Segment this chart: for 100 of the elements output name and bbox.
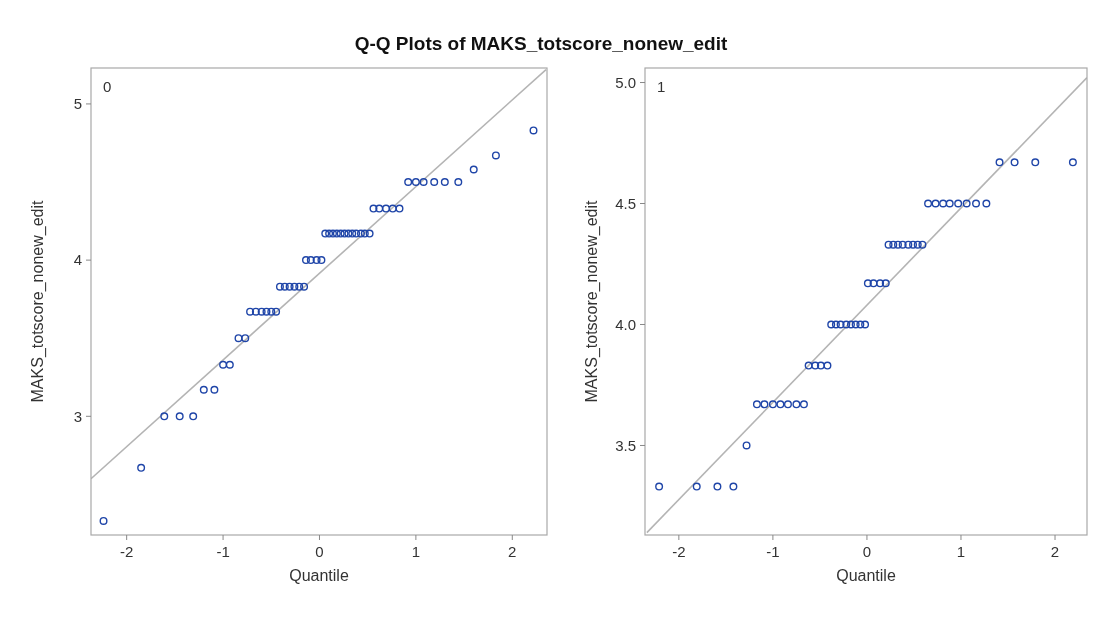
point [348,229,357,238]
point [913,240,922,249]
point [918,240,927,249]
point [846,320,855,329]
y-axis-title: MAKS_totscore_nonew_edit [29,200,47,403]
point [760,400,769,409]
point [881,279,890,288]
point [262,307,271,316]
point [842,320,851,329]
point [246,307,255,316]
point [325,229,334,238]
y-tick-label: 3 [73,407,82,425]
point [995,158,1004,167]
point [713,482,722,491]
point [491,151,500,160]
point [454,178,463,187]
chart-title: Q-Q Plots of MAKS_totscore_nonew_edit [354,33,728,54]
point [836,320,845,329]
point [321,229,330,238]
point [1010,158,1019,167]
point [369,204,378,213]
point [290,282,299,291]
point [962,199,971,208]
point [340,229,349,238]
point [306,256,315,265]
point [365,229,374,238]
point [1031,158,1040,167]
point [225,360,234,369]
point [692,482,701,491]
point [275,282,284,291]
point [300,282,309,291]
point [272,307,281,316]
y-tick-label: 4.0 [615,315,636,333]
y-tick-label: 3.5 [615,436,636,454]
point [768,400,777,409]
x-tick-label: 2 [508,543,517,560]
point [752,400,761,409]
x-tick-label: 2 [1050,543,1060,560]
y-tick-label: 5 [73,95,82,113]
point [529,126,538,135]
point [831,320,840,329]
point [1068,158,1077,167]
y-axis-title: MAKS_totscore_nonew_edit [583,200,601,403]
point [160,412,169,421]
point [954,199,963,208]
point [792,400,801,409]
point [295,282,304,291]
point [982,199,991,208]
y-tick-label: 4.5 [615,194,636,212]
x-tick-label: 0 [315,543,324,560]
point [869,279,878,288]
point [909,240,918,249]
annotation: 0 [103,78,112,95]
point [404,178,413,187]
point [898,240,907,249]
annotation: 1 [657,78,666,95]
x-tick-label: 1 [411,543,421,560]
point [199,385,208,394]
point [945,199,954,208]
x-tick-label: 1 [956,543,966,560]
point [827,320,836,329]
point [823,361,832,370]
y-tick-label: 4 [73,251,82,269]
point [811,361,820,370]
y-tick-label: 5.0 [615,73,636,91]
point [440,178,449,187]
x-axis-title: Quantile [836,567,896,584]
point [742,441,751,450]
point [931,199,940,208]
point [328,229,337,238]
point [257,307,266,316]
point [876,279,885,288]
point [241,334,250,343]
point [375,204,384,213]
point [360,229,369,238]
point [972,199,981,208]
point [356,229,365,238]
point [382,204,390,213]
point [884,240,893,249]
point [189,412,198,421]
point [816,361,825,370]
point [251,307,260,316]
point [889,240,898,249]
point [388,204,397,213]
point [655,482,664,491]
point [939,199,948,208]
point [137,463,146,472]
point [234,334,243,343]
point [99,516,108,525]
point [344,229,353,238]
point [861,320,870,329]
point [317,256,326,265]
x-tick-label: -2 [672,543,686,560]
point [210,385,219,394]
x-axis-title: Quantile [289,567,349,584]
point [856,320,865,329]
point [729,482,738,491]
point [352,229,361,238]
point [783,400,792,409]
point [301,256,310,265]
